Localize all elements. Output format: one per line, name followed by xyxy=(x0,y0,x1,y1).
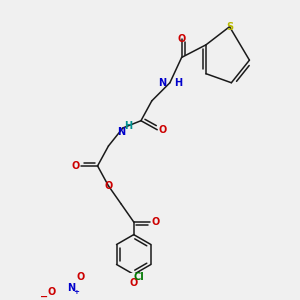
Text: H: H xyxy=(124,121,132,131)
Text: −: − xyxy=(40,292,48,300)
Text: O: O xyxy=(76,272,84,282)
Text: O: O xyxy=(104,181,112,191)
Text: N: N xyxy=(158,78,166,88)
Text: S: S xyxy=(226,22,233,32)
Text: N: N xyxy=(117,127,125,136)
Text: +: + xyxy=(74,289,80,295)
Text: O: O xyxy=(130,278,138,288)
Text: N: N xyxy=(67,283,75,293)
Text: H: H xyxy=(174,78,182,88)
Text: O: O xyxy=(72,161,80,171)
Text: O: O xyxy=(178,34,186,44)
Text: O: O xyxy=(47,287,56,297)
Text: O: O xyxy=(158,125,167,135)
Text: Cl: Cl xyxy=(134,272,144,282)
Text: O: O xyxy=(151,217,160,227)
